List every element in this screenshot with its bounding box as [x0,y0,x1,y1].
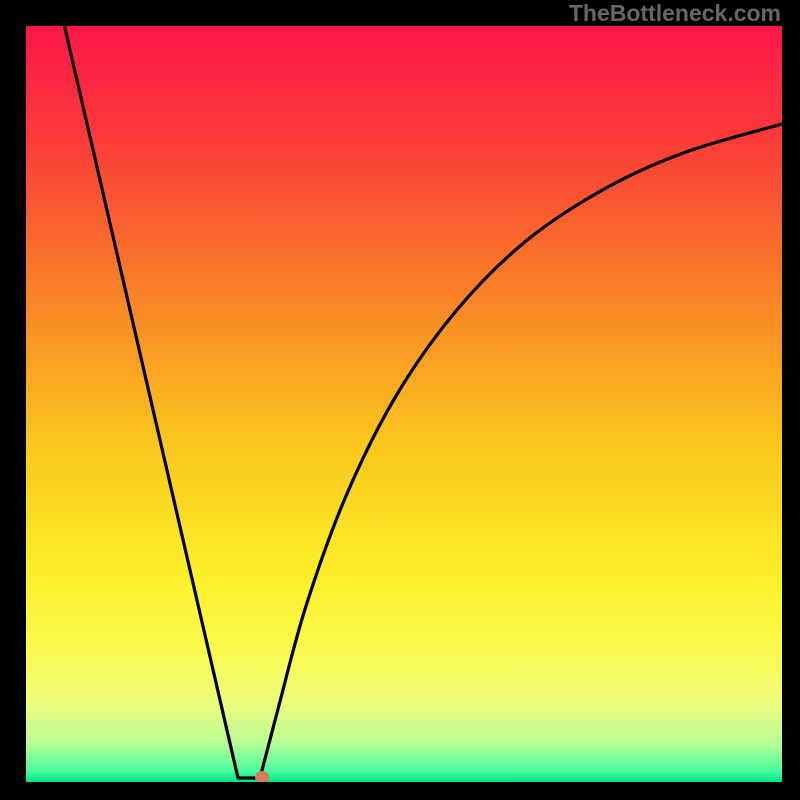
frame-border-right [782,0,800,800]
plot-svg [26,26,782,782]
frame-border-left [0,0,26,800]
chart-root: TheBottleneck.com [0,0,800,800]
gradient-background [26,26,782,782]
watermark-text: TheBottleneck.com [569,0,781,27]
plot-area [26,26,782,782]
frame-border-bottom [0,782,800,800]
